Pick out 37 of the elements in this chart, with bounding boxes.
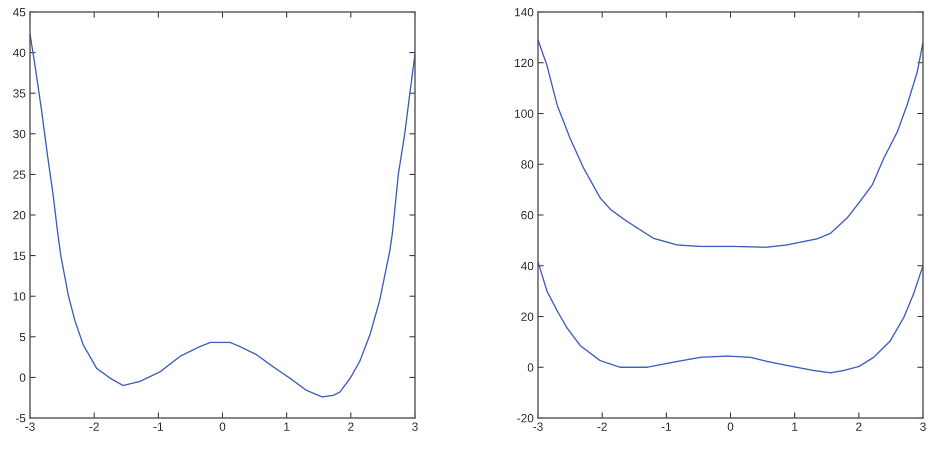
line-series: [538, 39, 923, 248]
y-tick-label: 45: [12, 8, 26, 16]
y-tick-label: 20: [13, 211, 26, 220]
x-tick-label: 2: [348, 422, 354, 431]
line-series: [538, 261, 923, 374]
y-tick-label: 40: [12, 48, 26, 57]
x-tick-label: -3: [25, 422, 35, 431]
y-tick-label: 80: [521, 160, 534, 169]
x-tick-label: 1: [284, 422, 290, 431]
y-tick-label: 10: [14, 292, 26, 301]
x-tick-label: -3: [533, 422, 543, 431]
y-tick-label: 25: [13, 170, 26, 179]
x-tick-label: 3: [920, 422, 926, 431]
line-series: [30, 33, 415, 398]
x-tick-label: 2: [856, 422, 862, 431]
y-tick-label: 35: [13, 89, 26, 98]
x-tick-label: -1: [154, 422, 164, 431]
y-tick-label: 20: [521, 312, 534, 321]
x-tick-label: 3: [412, 422, 418, 431]
y-tick-label: 0: [528, 363, 534, 372]
x-tick-label: -2: [89, 422, 99, 431]
y-tick-label: -5: [16, 414, 26, 422]
x-tick-label: 0: [728, 422, 734, 431]
x-tick-label: 0: [220, 422, 226, 431]
x-tick-label: -1: [662, 422, 672, 431]
y-tick-label: 5: [20, 332, 26, 342]
y-tick-label: 30: [13, 130, 26, 138]
x-tick-label: 1: [792, 422, 798, 431]
y-tick-label: 60: [521, 211, 534, 220]
y-tick-label: 100: [515, 110, 534, 118]
x-tick-label: -2: [597, 422, 607, 431]
y-tick-label: 120: [515, 58, 534, 68]
y-tick-label: -20: [517, 414, 534, 422]
y-tick-label: 0: [20, 373, 26, 382]
y-tick-label: 40: [520, 262, 534, 270]
y-tick-label: 15: [14, 252, 26, 260]
y-tick-label: 140: [515, 8, 534, 16]
